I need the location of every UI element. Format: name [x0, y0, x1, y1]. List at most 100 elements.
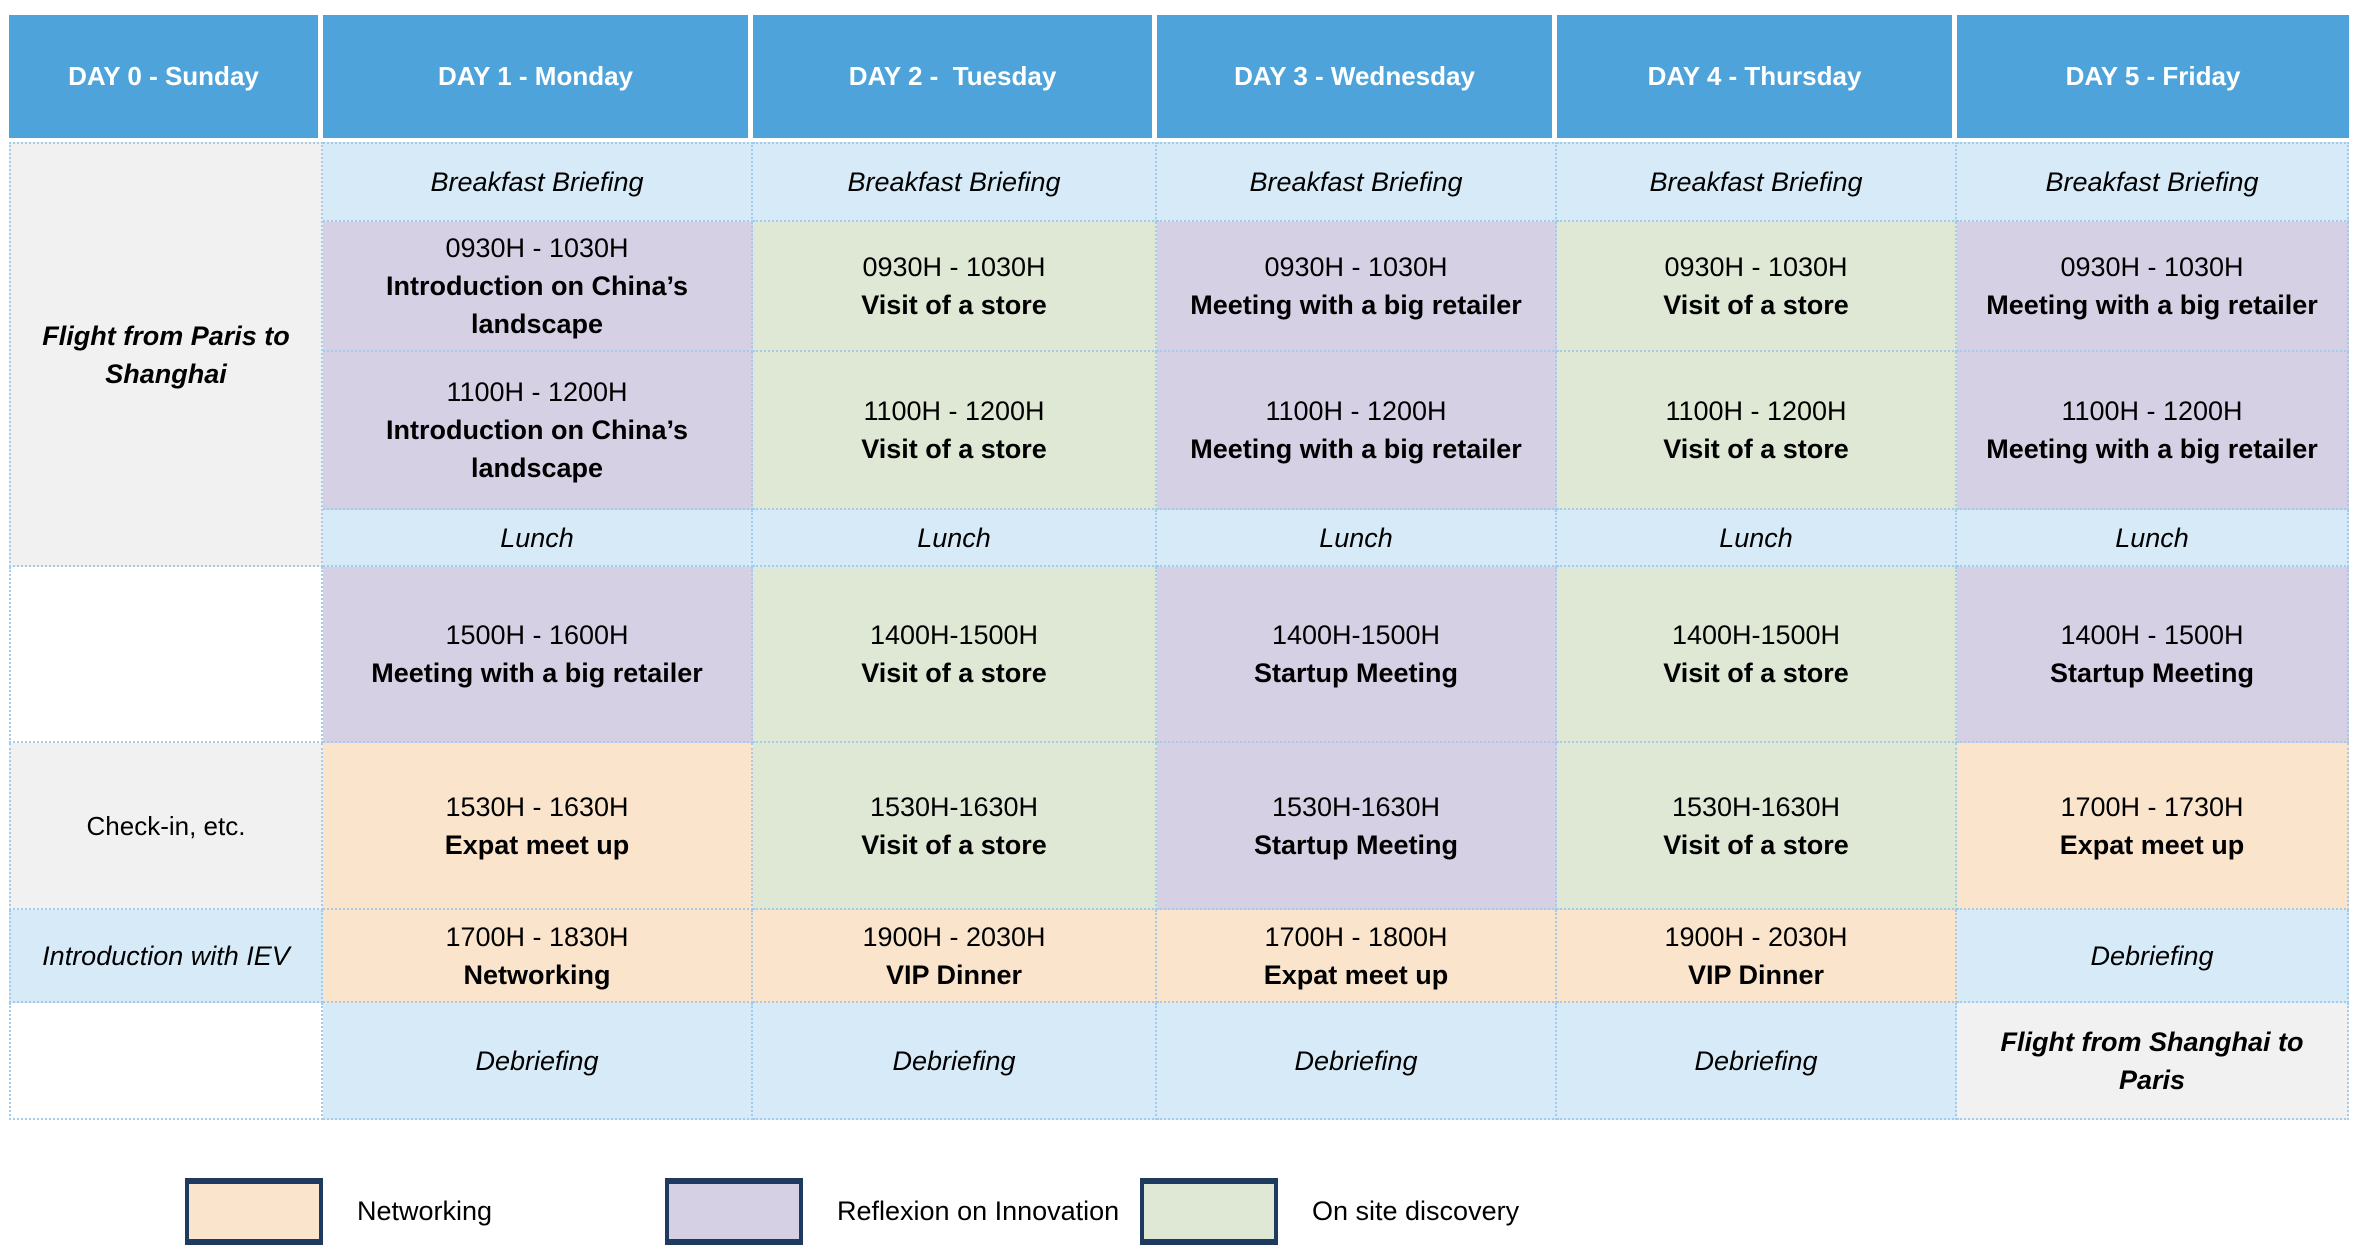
- cell-friday-1700: 1700H - 1730H Expat meet up: [1957, 743, 2349, 910]
- legend-item-networking: Networking: [185, 1178, 492, 1245]
- cell-label: Breakfast Briefing: [430, 167, 644, 197]
- cell-monday-0930: 0930H - 1030H Introduction on China’s la…: [323, 222, 753, 352]
- legend-swatch-networking: [185, 1178, 323, 1245]
- cell-label: Introduction with IEV: [42, 940, 290, 971]
- schedule-table: DAY 0 - Sunday DAY 1 - Monday DAY 2 - Tu…: [9, 15, 2349, 1120]
- cell-wednesday-debriefing: Debriefing: [1157, 1003, 1557, 1120]
- cell-label: Breakfast Briefing: [1249, 167, 1463, 197]
- event-time: 1530H-1630H: [1671, 791, 1841, 822]
- event-time: 1900H - 2030H: [1664, 921, 1848, 952]
- cell-friday-1400: 1400H - 1500H Startup Meeting: [1957, 567, 2349, 743]
- cell-wednesday-1400: 1400H-1500H Startup Meeting: [1157, 567, 1557, 743]
- event-title: Visit of a store: [861, 658, 1047, 688]
- event-title: Meeting with a big retailer: [1190, 290, 1522, 320]
- event-time: 1530H-1630H: [1271, 791, 1441, 822]
- cell-label: Flight from Shanghai to Paris: [2000, 1026, 2304, 1095]
- cell-tuesday-breakfast: Breakfast Briefing: [753, 142, 1157, 222]
- cell-friday-1100: 1100H - 1200H Meeting with a big retaile…: [1957, 352, 2349, 510]
- event-time: 1400H-1500H: [1671, 620, 1841, 650]
- cell-wednesday-evening: 1700H - 1800H Expat meet up: [1157, 910, 1557, 1003]
- legend-item-on-site-discovery: On site discovery: [1140, 1178, 1519, 1245]
- event-time: 1100H - 1200H: [446, 377, 628, 407]
- event-title: Networking: [463, 959, 611, 990]
- cell-label: Debriefing: [892, 1045, 1016, 1076]
- cell-thursday-debriefing: Debriefing: [1557, 1003, 1957, 1120]
- cell-monday-1100: 1100H - 1200H Introduction on China’s la…: [323, 352, 753, 510]
- cell-thursday-lunch: Lunch: [1557, 510, 1957, 567]
- header-day1-monday: DAY 1 - Monday: [323, 15, 753, 138]
- cell-label: Debriefing: [1294, 1045, 1418, 1076]
- cell-sunday-checkin: Check-in, etc.: [9, 743, 323, 910]
- cell-friday-debriefing: Debriefing: [1957, 910, 2349, 1003]
- cell-label: Lunch: [1719, 522, 1793, 553]
- cell-friday-breakfast: Breakfast Briefing: [1957, 142, 2349, 222]
- cell-sunday-flight-paris-shanghai: Flight from Paris to Shanghai: [9, 142, 323, 567]
- cell-tuesday-1530: 1530H-1630H Visit of a store: [753, 743, 1157, 910]
- event-title: Startup Meeting: [1253, 658, 1458, 688]
- cell-tuesday-evening: 1900H - 2030H VIP Dinner: [753, 910, 1157, 1003]
- cell-label: Flight from Paris to Shanghai: [42, 320, 290, 389]
- cell-sunday-empty-evening: [9, 1003, 323, 1120]
- event-time: 1400H - 1500H: [2060, 620, 2244, 650]
- event-title: Meeting with a big retailer: [1986, 434, 2318, 464]
- cell-friday-flight-shanghai-paris: Flight from Shanghai to Paris: [1957, 1003, 2349, 1120]
- event-title: VIP Dinner: [885, 959, 1023, 990]
- cell-label: Breakfast Briefing: [1649, 167, 1863, 197]
- event-title: Visit of a store: [1663, 658, 1849, 688]
- event-time: 1700H - 1830H: [445, 921, 629, 952]
- event-title: Expat meet up: [1263, 959, 1449, 990]
- cell-thursday-1100: 1100H - 1200H Visit of a store: [1557, 352, 1957, 510]
- event-title: Startup Meeting: [2049, 658, 2254, 688]
- cell-tuesday-0930: 0930H - 1030H Visit of a store: [753, 222, 1157, 352]
- event-time: 1900H - 2030H: [862, 921, 1046, 952]
- event-title: Visit of a store: [861, 290, 1047, 320]
- header-day0-sunday: DAY 0 - Sunday: [9, 15, 323, 138]
- cell-label: Check-in, etc.: [86, 810, 246, 841]
- cell-friday-lunch: Lunch: [1957, 510, 2349, 567]
- header-day5-friday: DAY 5 - Friday: [1957, 15, 2349, 138]
- event-time: 0930H - 1030H: [862, 252, 1046, 282]
- event-time: 1700H - 1800H: [1264, 921, 1448, 952]
- legend-label: Networking: [357, 1196, 493, 1226]
- cell-tuesday-1100: 1100H - 1200H Visit of a store: [753, 352, 1157, 510]
- event-time: 1700H - 1730H: [2060, 791, 2244, 822]
- event-time: 1400H-1500H: [869, 620, 1039, 650]
- event-title: Meeting with a big retailer: [371, 658, 703, 688]
- cell-thursday-0930: 0930H - 1030H Visit of a store: [1557, 222, 1957, 352]
- legend-swatch-on-site-discovery: [1140, 1178, 1278, 1245]
- legend-swatch-reflexion-on-innovation: [665, 1178, 803, 1245]
- event-time: 1100H - 1200H: [863, 396, 1045, 426]
- cell-wednesday-0930: 0930H - 1030H Meeting with a big retaile…: [1157, 222, 1557, 352]
- event-title: Visit of a store: [1663, 290, 1849, 320]
- event-title: VIP Dinner: [1687, 959, 1825, 990]
- cell-label: Debriefing: [2090, 940, 2214, 971]
- cell-thursday-evening: 1900H - 2030H VIP Dinner: [1557, 910, 1957, 1003]
- cell-wednesday-lunch: Lunch: [1157, 510, 1557, 567]
- cell-label: Debriefing: [475, 1045, 599, 1076]
- cell-wednesday-1530: 1530H-1630H Startup Meeting: [1157, 743, 1557, 910]
- cell-thursday-1530: 1530H-1630H Visit of a store: [1557, 743, 1957, 910]
- legend-label: On site discovery: [1312, 1196, 1520, 1226]
- cell-thursday-breakfast: Breakfast Briefing: [1557, 142, 1957, 222]
- event-time: 1530H-1630H: [869, 791, 1039, 822]
- cell-sunday-empty-afternoon: [9, 567, 323, 743]
- cell-tuesday-debriefing: Debriefing: [753, 1003, 1157, 1120]
- event-title: Introduction on China’s landscape: [386, 271, 688, 339]
- event-time: 0930H - 1030H: [445, 233, 629, 263]
- cell-label: Lunch: [2115, 522, 2189, 553]
- cell-monday-breakfast: Breakfast Briefing: [323, 142, 753, 222]
- event-time: 0930H - 1030H: [1264, 252, 1448, 282]
- event-title: Meeting with a big retailer: [1190, 434, 1522, 464]
- cell-monday-1500: 1500H - 1600H Meeting with a big retaile…: [323, 567, 753, 743]
- event-title: Visit of a store: [1663, 829, 1849, 860]
- event-title: Visit of a store: [861, 829, 1047, 860]
- cell-tuesday-1400: 1400H-1500H Visit of a store: [753, 567, 1157, 743]
- event-time: 0930H - 1030H: [1664, 252, 1848, 282]
- event-time: 1100H - 1200H: [2061, 396, 2243, 426]
- cell-sunday-introduction-iev: Introduction with IEV: [9, 910, 323, 1003]
- cell-monday-1530: 1530H - 1630H Expat meet up: [323, 743, 753, 910]
- event-title: Visit of a store: [1663, 434, 1849, 464]
- event-title: Startup Meeting: [1253, 829, 1458, 860]
- cell-label: Debriefing: [1694, 1045, 1818, 1076]
